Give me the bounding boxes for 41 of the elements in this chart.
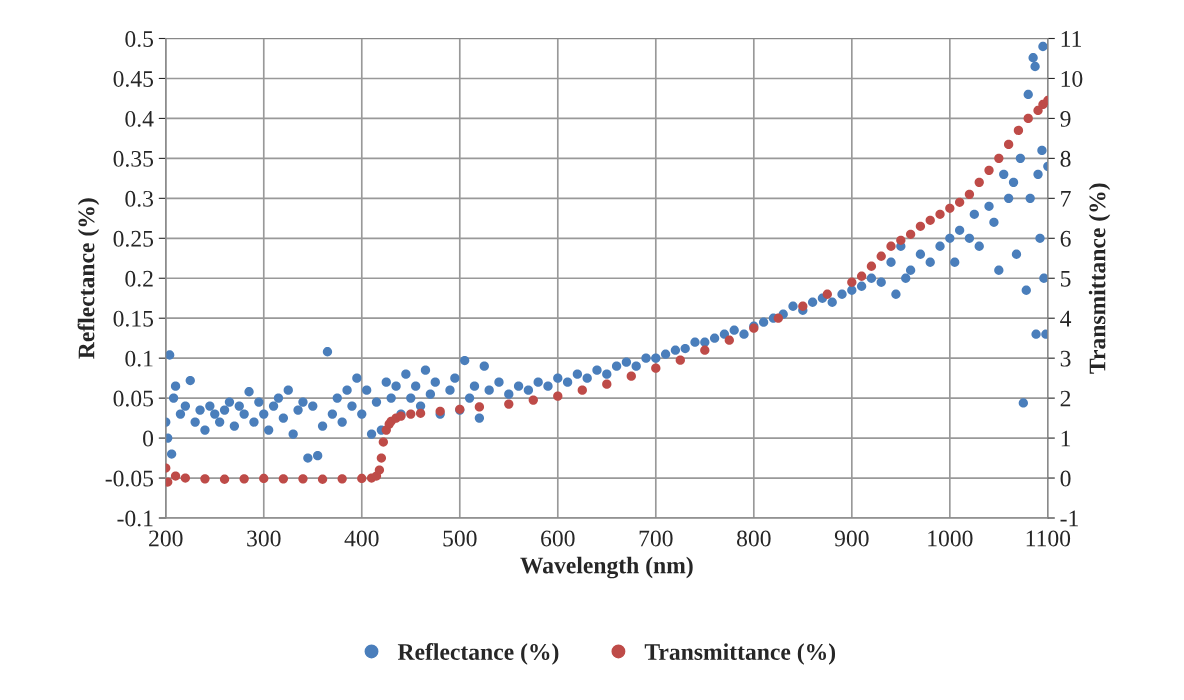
- y-tick-label: 0.45: [113, 70, 154, 87]
- y-tick-label: 0.1: [125, 350, 153, 367]
- x-tick-label: 1000: [928, 530, 973, 547]
- y2-tick-label: 0: [1060, 470, 1071, 487]
- y2-tick-label: 3: [1060, 350, 1071, 367]
- y2-tick-label: 9: [1060, 110, 1071, 127]
- y2-tick-label: 6: [1060, 230, 1071, 247]
- y2-axis-title: Transmittance (%): [1088, 183, 1111, 374]
- legend-label: Transmittance (%): [644, 643, 836, 665]
- y2-tick-label: 7: [1061, 191, 1071, 207]
- y-tick-label: 0.2: [125, 270, 153, 287]
- y2-tick-label: -1: [1060, 510, 1078, 527]
- y2-tick-label: 11: [1061, 31, 1081, 47]
- y-tick-label: 0.3: [125, 190, 154, 207]
- y-tick-label: -0.1: [117, 510, 153, 527]
- y-axis-title: Reflectance (%): [77, 198, 100, 359]
- y2-tick-label: 8: [1060, 150, 1071, 167]
- y2-tick-label: 5: [1061, 270, 1071, 287]
- y2-tick-label: 2: [1060, 390, 1071, 407]
- x-tick-label: 600: [541, 530, 575, 547]
- y-tick-label: 0.35: [113, 150, 154, 167]
- y-tick-label: -0.05: [105, 470, 154, 487]
- y-tick-label: 0.05: [113, 390, 154, 407]
- y2-tick-label: 1: [1061, 430, 1071, 447]
- x-tick-label: 500: [443, 530, 477, 547]
- x-tick-label: 900: [834, 530, 869, 547]
- x-tick-label: 200: [149, 530, 183, 547]
- legend-label: Reflectance (%): [397, 643, 559, 665]
- y2-tick-label: 4: [1060, 310, 1072, 327]
- y-tick-label: 0.5: [125, 30, 154, 48]
- x-tick-label: 1100: [1026, 530, 1071, 547]
- y-tick-label: 0: [143, 430, 154, 447]
- x-tick-label: 400: [344, 530, 379, 547]
- y-tick-label: 0.15: [113, 310, 154, 327]
- y2-tick-label: 10: [1061, 70, 1083, 87]
- y-tick-label: 0.4: [125, 110, 154, 127]
- y-tick-label: 0.25: [113, 230, 154, 247]
- x-tick-label: 700: [639, 530, 673, 547]
- x-tick-label: 300: [247, 530, 281, 547]
- x-tick-label: 800: [737, 530, 771, 547]
- x-axis-title: Wavelength (nm): [520, 556, 693, 579]
